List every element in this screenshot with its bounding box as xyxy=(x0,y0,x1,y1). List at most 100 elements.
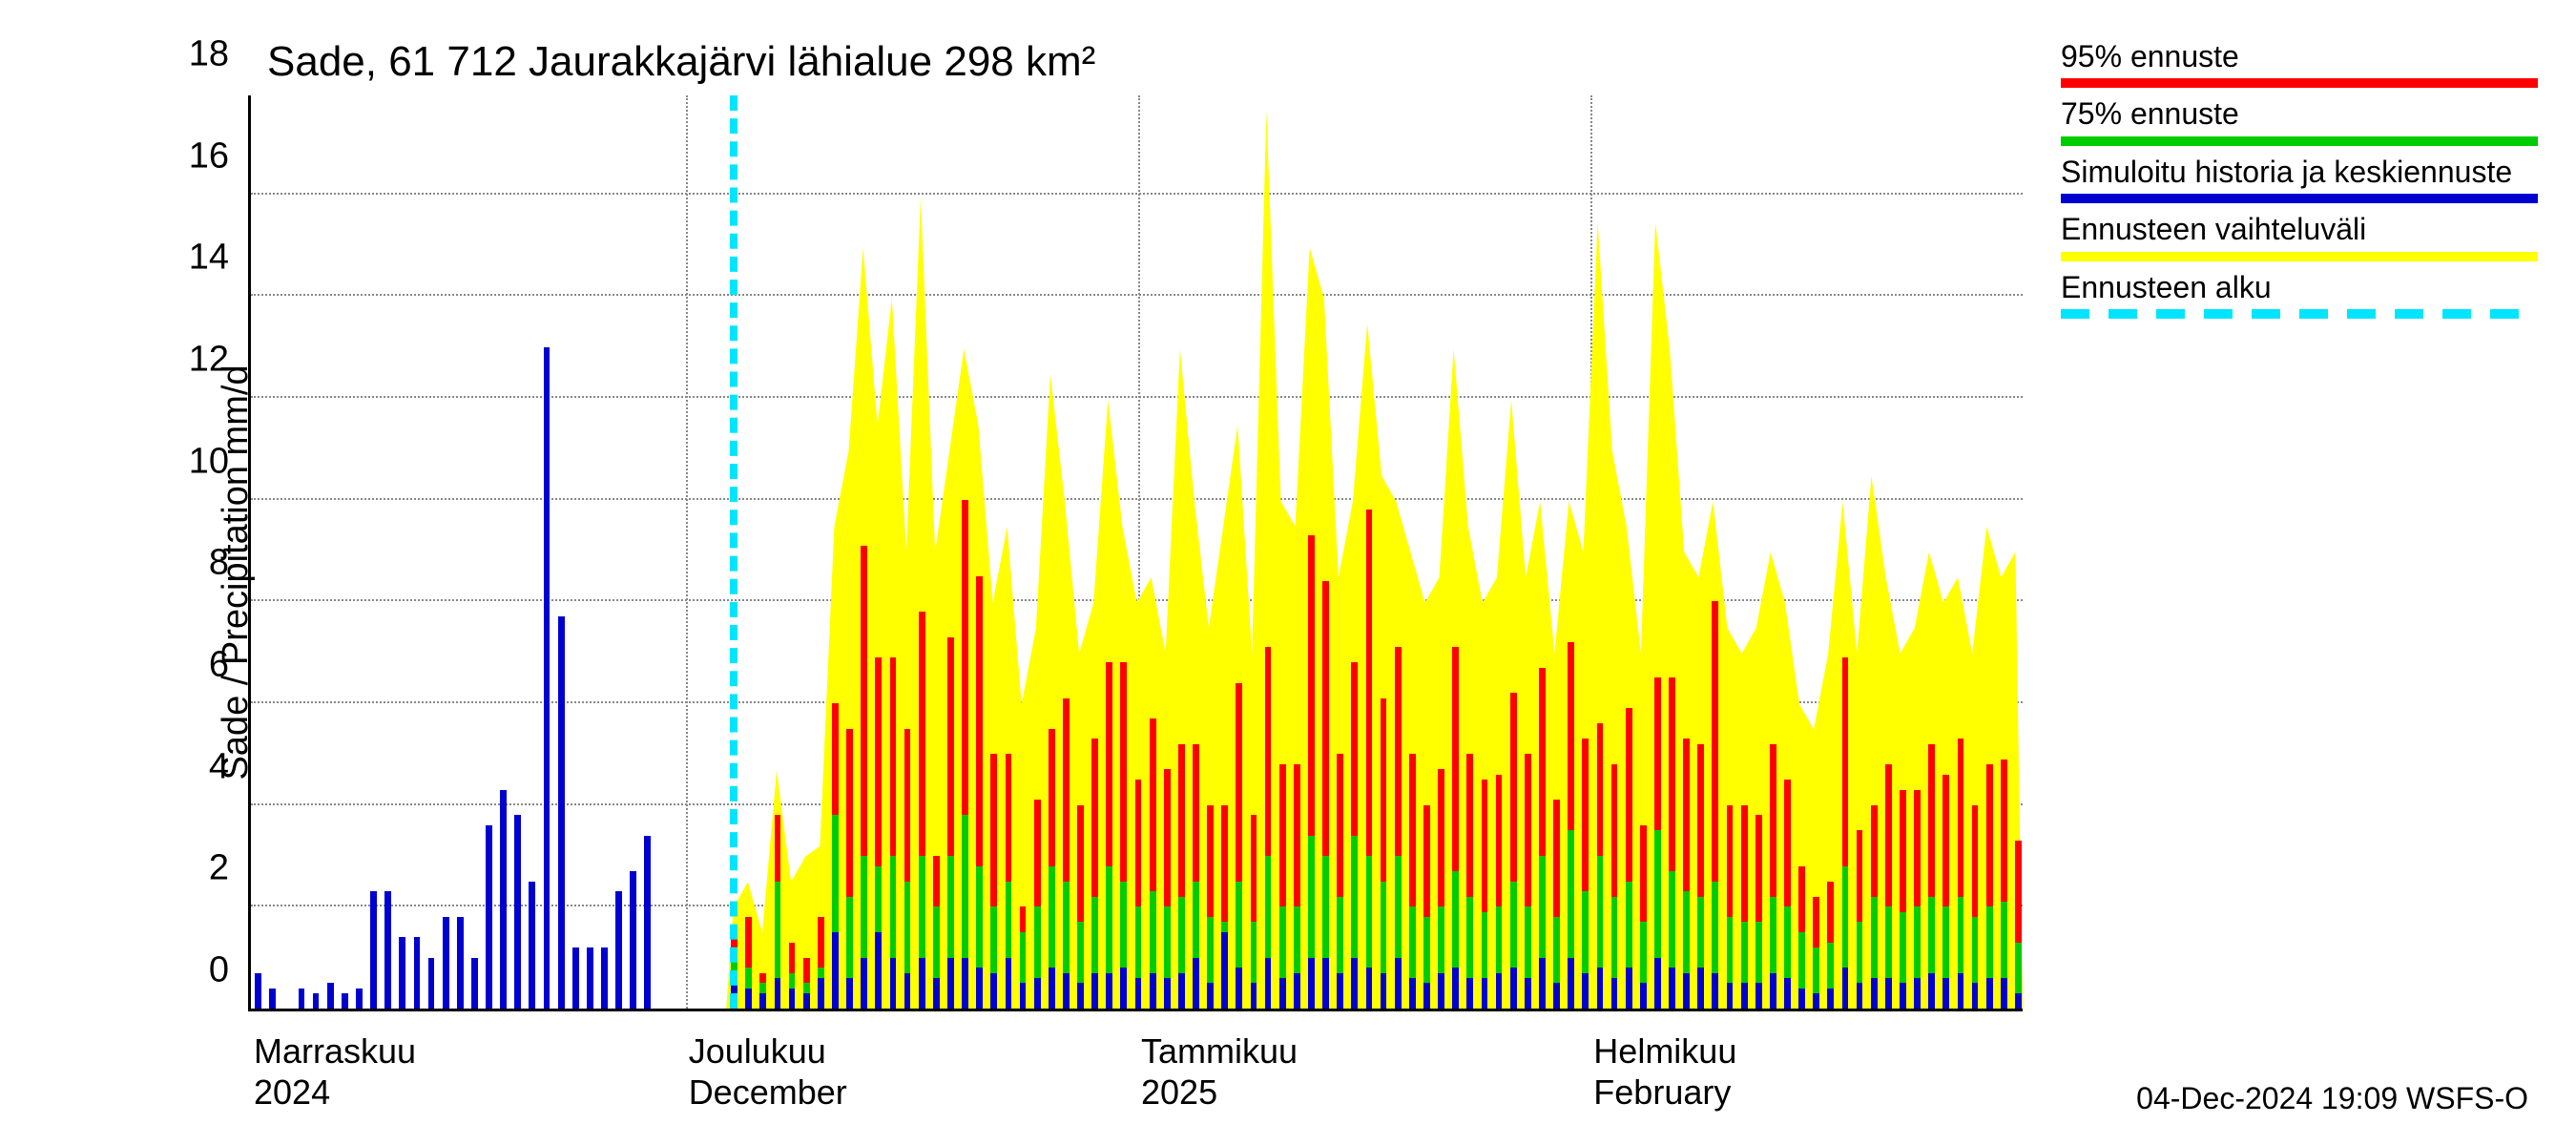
median-bar xyxy=(990,973,997,1009)
median-bar xyxy=(1466,978,1473,1009)
y-tick: 0 xyxy=(134,950,229,991)
median-bar xyxy=(832,932,839,1009)
median-bar xyxy=(1322,958,1329,1009)
median-bar xyxy=(1727,983,1734,1009)
legend-label: 95% ennuste xyxy=(2061,38,2538,74)
history-bar xyxy=(313,993,320,1009)
median-bar xyxy=(890,958,897,1009)
median-bar xyxy=(1496,973,1503,1009)
median-bar xyxy=(1568,958,1574,1009)
median-bar xyxy=(1697,968,1704,1009)
median-bar xyxy=(2015,993,2022,1009)
footer-timestamp: 04-Dec-2024 19:09 WSFS-O xyxy=(2136,1081,2528,1116)
median-bar xyxy=(962,958,968,1009)
history-bar xyxy=(299,989,305,1009)
median-bar xyxy=(1784,978,1791,1009)
legend-item: Ennusteen alku xyxy=(2061,269,2538,319)
median-bar xyxy=(1885,978,1892,1009)
history-bar xyxy=(514,815,521,1009)
history-bar xyxy=(615,891,622,1009)
y-tick: 14 xyxy=(134,238,229,279)
median-bar xyxy=(1900,983,1906,1009)
median-bar xyxy=(1164,978,1171,1009)
median-bar xyxy=(846,978,853,1009)
median-bar xyxy=(1150,973,1156,1009)
median-bar xyxy=(976,968,983,1009)
median-bar xyxy=(1049,968,1055,1009)
median-bar xyxy=(1135,978,1142,1009)
history-bar xyxy=(356,989,363,1009)
history-bar xyxy=(384,891,391,1009)
history-bar xyxy=(327,983,334,1009)
median-bar xyxy=(1683,973,1690,1009)
month-label-en: December xyxy=(689,1072,847,1113)
median-bar xyxy=(1914,978,1921,1009)
median-bar xyxy=(745,989,752,1009)
median-bar xyxy=(1006,958,1012,1009)
month-label-fi: Joulukuu xyxy=(689,1030,847,1072)
median-bar xyxy=(1857,983,1863,1009)
history-bar xyxy=(255,973,261,1009)
history-bar xyxy=(529,882,535,1009)
median-bar xyxy=(1308,958,1315,1009)
legend-swatch xyxy=(2061,78,2538,88)
history-bar xyxy=(399,937,405,1009)
y-axis-ticks: 024681012141618 xyxy=(134,95,239,1011)
x-axis-labels: Marraskuu2024JoulukuuDecemberTammikuu202… xyxy=(248,1030,2023,1116)
month-label-fi: Tammikuu xyxy=(1141,1030,1298,1072)
y-tick: 12 xyxy=(134,340,229,381)
legend-label: Ennusteen alku xyxy=(2061,269,2538,305)
x-month-label: Tammikuu2025 xyxy=(1141,1030,1298,1113)
median-bar xyxy=(1452,968,1459,1009)
median-bar xyxy=(1972,983,1979,1009)
median-bar xyxy=(803,993,810,1009)
month-label-en: 2024 xyxy=(254,1072,416,1113)
history-bar xyxy=(558,616,565,1009)
history-bar xyxy=(572,947,579,1009)
x-month-label: JoulukuuDecember xyxy=(689,1030,847,1113)
history-bar xyxy=(500,790,507,1009)
bars-layer xyxy=(251,95,2023,1009)
median-bar xyxy=(1770,973,1776,1009)
median-bar xyxy=(775,978,781,1009)
history-bar xyxy=(587,947,593,1009)
median-bar xyxy=(1654,958,1661,1009)
median-bar xyxy=(1294,973,1300,1009)
median-bar xyxy=(1827,989,1834,1009)
legend-item: 75% ennuste xyxy=(2061,95,2538,145)
median-bar xyxy=(1626,968,1632,1009)
forecast-start-line xyxy=(730,95,737,1009)
median-bar xyxy=(1034,978,1041,1009)
history-bar xyxy=(428,958,435,1009)
median-bar xyxy=(1178,973,1185,1009)
median-bar xyxy=(1669,968,1675,1009)
y-tick: 18 xyxy=(134,34,229,75)
median-bar xyxy=(1395,958,1402,1009)
median-bar xyxy=(1741,983,1748,1009)
median-bar xyxy=(919,958,925,1009)
median-bar xyxy=(1106,973,1112,1009)
median-bar xyxy=(947,958,954,1009)
median-bar xyxy=(933,978,940,1009)
plot-area xyxy=(248,95,2023,1011)
median-bar xyxy=(1423,983,1430,1009)
legend: 95% ennuste 75% ennuste Simuloitu historia… xyxy=(2061,38,2538,326)
median-bar xyxy=(1221,932,1228,1009)
y-tick: 2 xyxy=(134,848,229,889)
legend-label: Simuloitu historia ja keskiennuste xyxy=(2061,154,2538,190)
precipitation-chart: Sade / Precipitation mm/d Sade, 61 712 J… xyxy=(19,19,2557,1126)
median-bar xyxy=(1236,968,1242,1009)
median-bar xyxy=(1958,973,1964,1009)
median-bar xyxy=(789,989,796,1009)
median-bar xyxy=(861,958,867,1009)
legend-swatch xyxy=(2061,136,2538,146)
history-bar xyxy=(601,947,608,1009)
legend-item: Ennusteen vaihteluväli xyxy=(2061,211,2538,260)
median-bar xyxy=(759,993,766,1009)
legend-swatch xyxy=(2061,309,2538,319)
history-bar xyxy=(269,989,276,1009)
legend-item: Simuloitu historia ja keskiennuste xyxy=(2061,154,2538,203)
median-bar xyxy=(1553,983,1560,1009)
median-bar xyxy=(1755,983,1762,1009)
history-bar xyxy=(414,937,421,1009)
